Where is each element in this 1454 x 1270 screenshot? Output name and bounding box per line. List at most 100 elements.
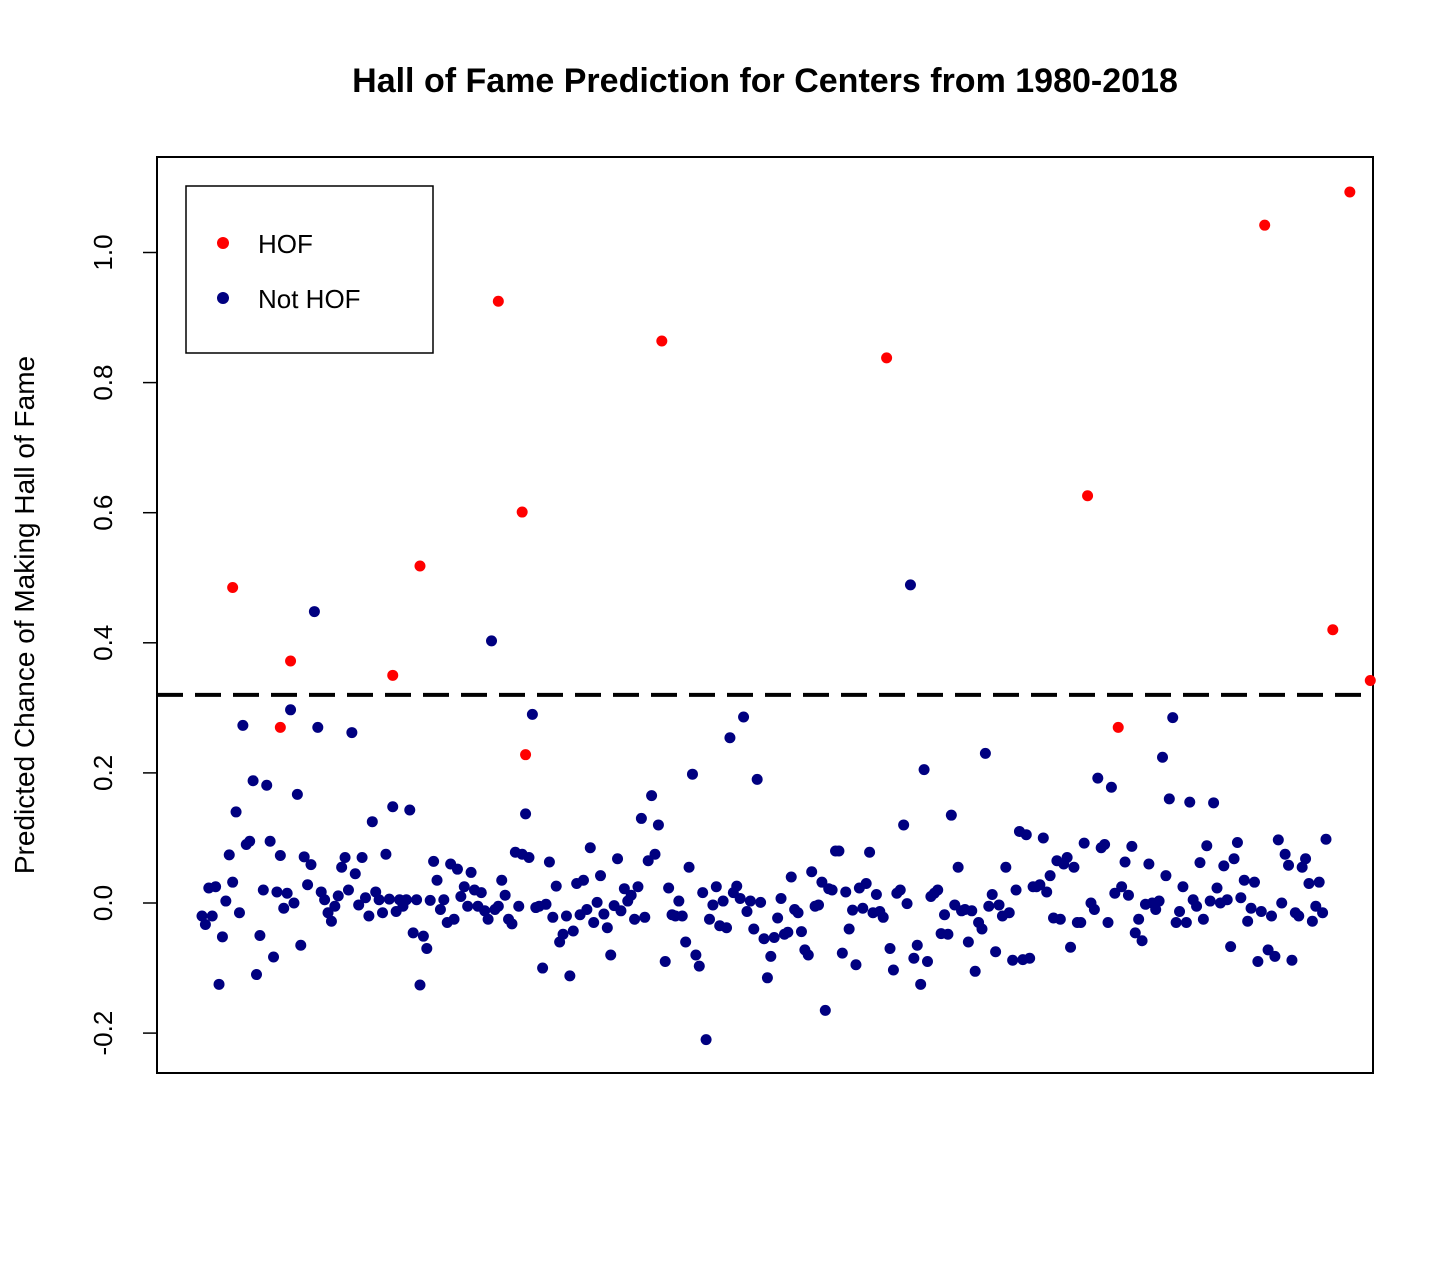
not-hof-point [1129,927,1141,939]
not-hof-point [915,978,927,990]
not-hof-point [332,890,344,902]
not-hof-point [986,889,998,901]
not-hof-point [588,917,600,929]
not-hof-point [1269,950,1281,962]
not-hof-point [373,894,385,906]
not-hof-point [1092,772,1104,784]
hof-point [387,669,399,681]
not-hof-point [836,947,848,959]
not-hof-point [1303,877,1315,889]
not-hof-point [567,925,579,937]
not-hof-point [1044,870,1056,882]
hof-point [520,749,532,761]
not-hof-point [1194,857,1206,869]
not-hof-point [1174,905,1186,917]
not-hof-point [843,923,855,935]
not-hof-point [1054,913,1066,925]
not-hof-point [342,884,354,896]
not-hof-point [1034,879,1046,891]
not-hof-point [812,899,824,911]
not-hof-point [625,889,637,901]
not-hof-point [741,905,753,917]
not-hof-point [451,863,463,875]
not-hof-point [465,866,477,878]
not-hof-point [690,949,702,961]
not-hof-point [1102,917,1114,929]
not-hof-point [911,939,923,951]
not-hof-point [952,861,964,873]
not-hof-point [731,880,743,892]
not-hof-point [772,912,784,924]
not-hof-point [359,892,371,904]
not-hof-point [526,708,538,720]
not-hof-point [1078,837,1090,849]
not-hof-point [247,775,259,787]
not-hof-point [904,579,916,591]
not-hof-point [595,870,607,882]
not-hof-point [564,970,576,982]
chart-title: Hall of Fame Prediction for Centers from… [352,62,1178,100]
not-hof-point [1020,829,1032,841]
y-tick-label: 0.6 [88,495,118,531]
not-hof-point [751,773,763,785]
not-hof-point [782,926,794,938]
not-hof-point [428,855,440,867]
not-hof-point [547,911,559,923]
not-hof-point [887,964,899,976]
not-hof-point [520,808,532,820]
not-hof-point [274,850,286,862]
not-hof-point [898,819,910,831]
not-hof-point [847,904,859,916]
not-hof-point [785,871,797,883]
legend: HOF Not HOF [185,185,434,354]
not-hof-point [1296,861,1308,873]
not-hof-point [1201,840,1213,852]
not-hof-point [700,1034,712,1046]
not-hof-point [486,635,498,647]
not-hof-point [577,874,589,886]
legend-box [185,185,434,354]
not-hof-point [635,812,647,824]
not-hof-point [598,908,610,920]
legend-marker-hof [217,237,229,249]
not-hof-point [618,883,630,895]
not-hof-point [1180,917,1192,929]
not-hof-point [642,855,654,867]
not-hof-point [632,881,644,893]
hof-point [1082,490,1094,502]
not-hof-point [329,900,341,912]
not-hof-point [962,936,974,948]
not-hof-point [1065,941,1077,953]
not-hof-point [1204,895,1216,907]
legend-label-hof: HOF [258,229,313,259]
data-points [196,186,1376,1046]
not-hof-point [1252,956,1264,968]
not-hof-point [806,866,818,878]
not-hof-point [1286,954,1298,966]
not-hof-point [683,861,695,873]
not-hof-point [482,913,494,925]
not-hof-point [417,930,429,942]
not-hof-point [387,801,399,813]
not-hof-point [363,910,375,922]
not-hof-point [1225,941,1237,953]
not-hof-point [560,910,572,922]
not-hof-point [1235,892,1247,904]
not-hof-point [857,902,869,914]
not-hof-point [421,943,433,955]
not-hof-point [680,936,692,948]
not-hof-point [499,889,511,901]
not-hof-point [424,894,436,906]
hof-point [656,335,668,347]
not-hof-point [738,711,750,723]
not-hof-point [1024,952,1036,964]
not-hof-point [210,881,222,893]
not-hof-point [1197,913,1209,925]
not-hof-point [1177,881,1189,893]
not-hof-point [271,886,283,898]
not-hof-point [1313,876,1325,888]
not-hof-point [1157,751,1169,763]
not-hof-point [353,899,365,911]
not-hof-point [724,732,736,744]
